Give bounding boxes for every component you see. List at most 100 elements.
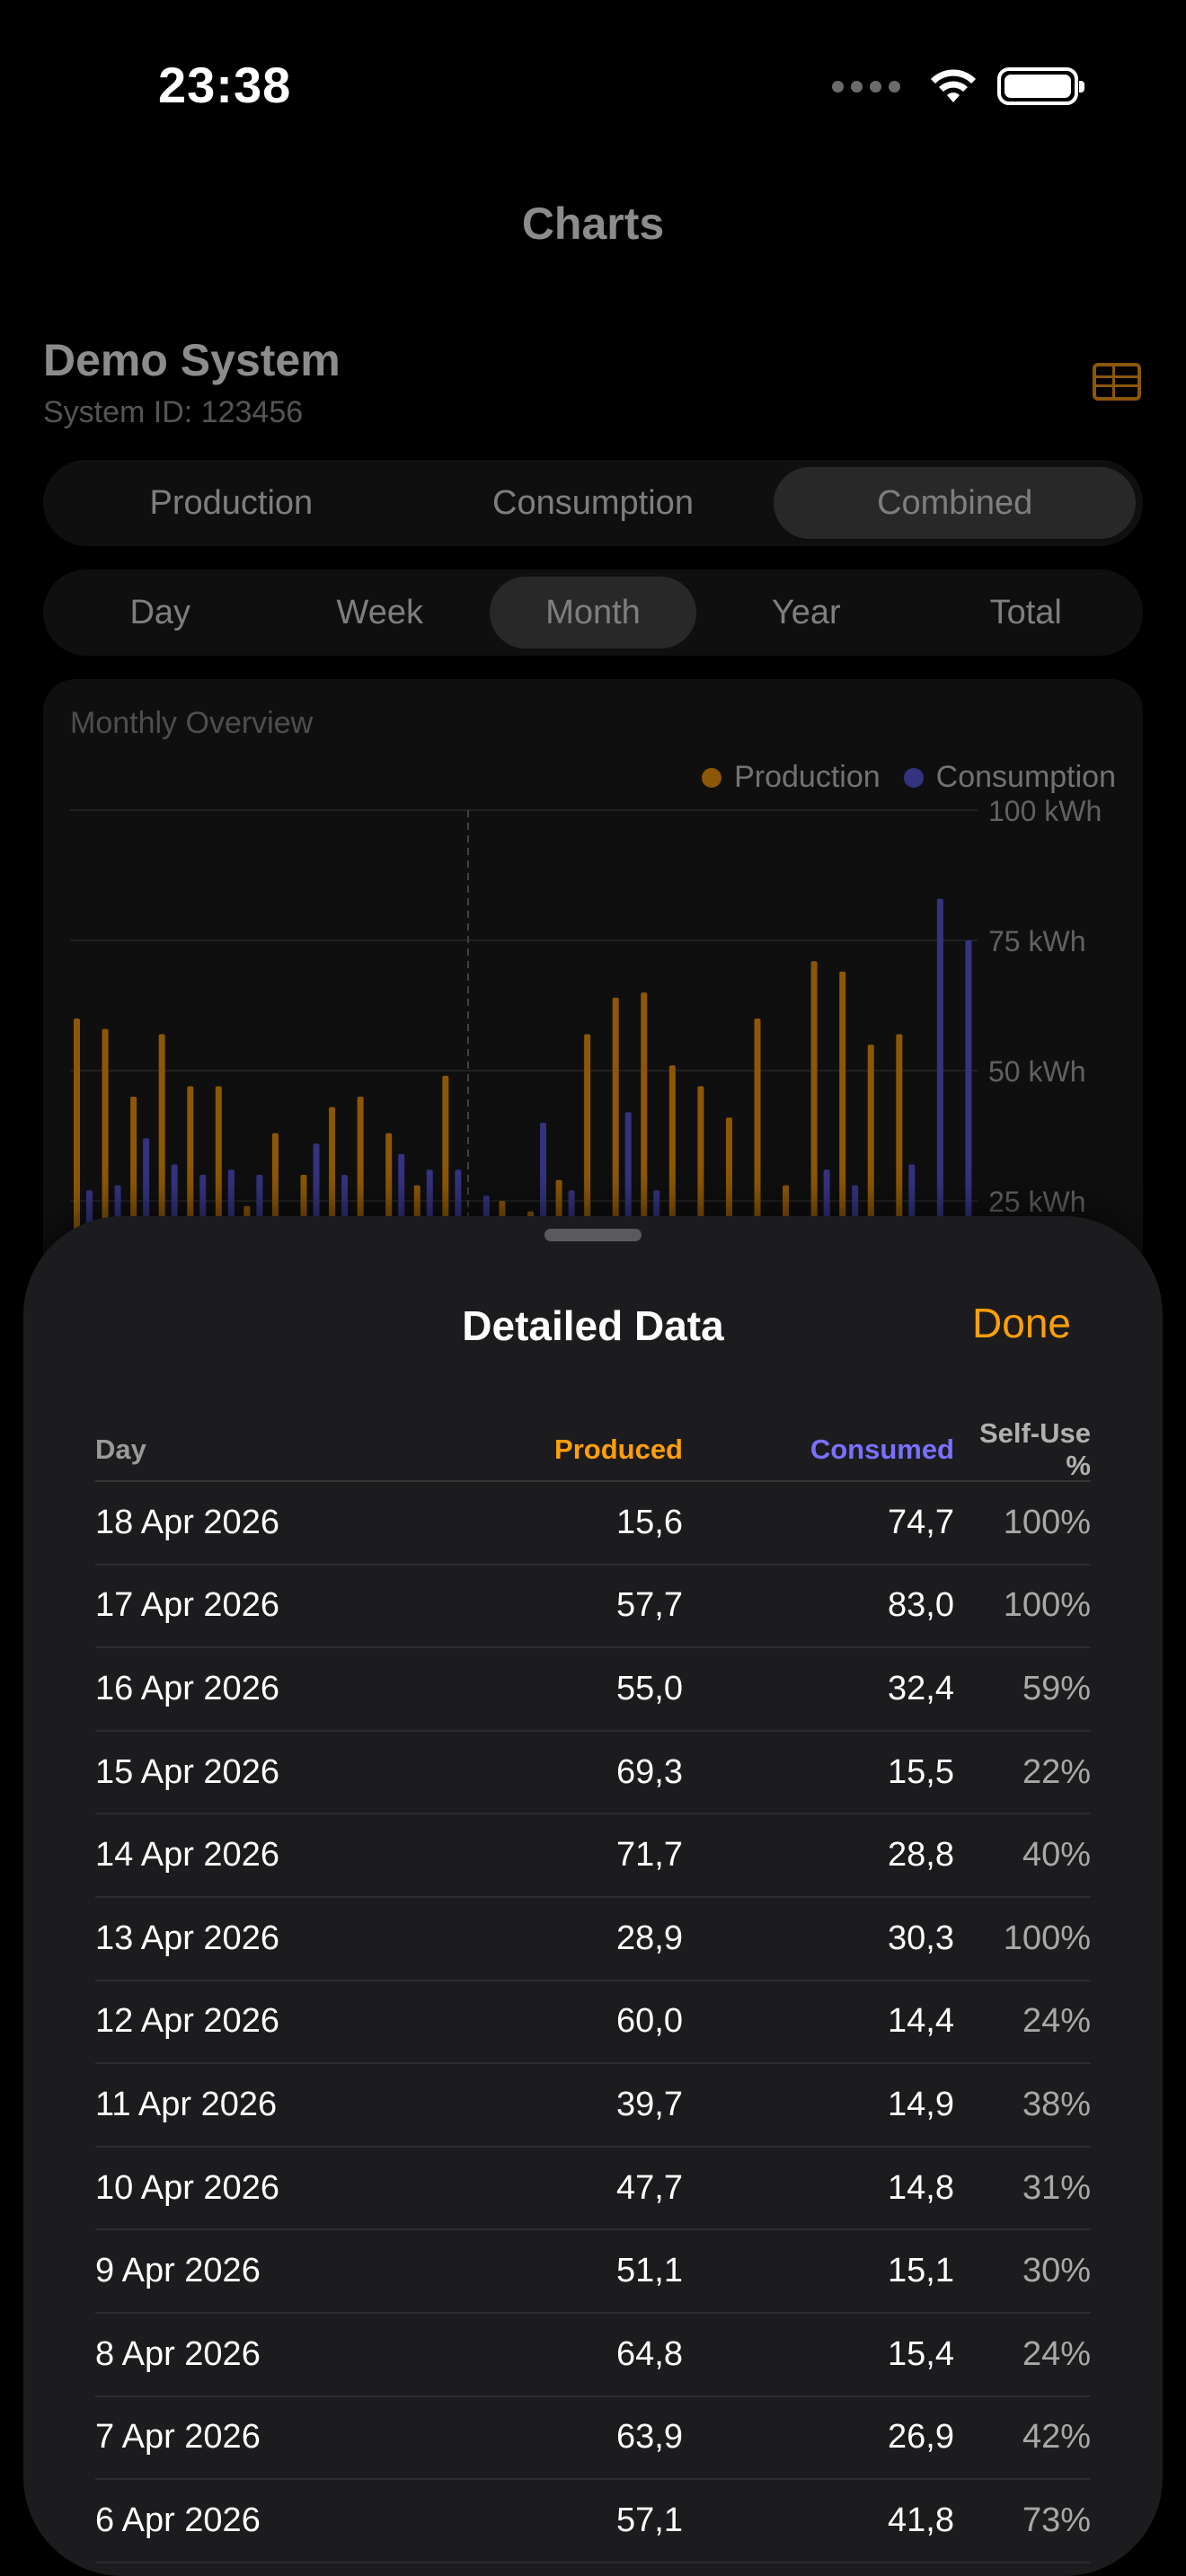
period-segmented-control: Day Week Month Year Total [43, 569, 1143, 656]
tab-total[interactable]: Total [989, 593, 1062, 631]
table-row[interactable]: 9 Apr 2026 51,1 15,1 30% [95, 2230, 1091, 2314]
chart-title: Monthly Overview [70, 706, 314, 740]
row-consumed: 30,3 [888, 1919, 954, 1957]
row-produced: 69,3 [616, 1752, 683, 1791]
table-row[interactable]: 11 Apr 2026 39,7 14,9 38% [95, 2064, 1091, 2148]
row-consumed: 14,8 [888, 2168, 954, 2207]
row-produced: 63,9 [616, 2418, 683, 2457]
system-name: Demo System [43, 335, 341, 385]
detailed-data-sheet: Detailed Data Done Day Produced Consumed… [23, 1216, 1163, 2576]
row-day: 13 Apr 2026 [95, 1919, 279, 1957]
done-button[interactable]: Done [972, 1300, 1071, 1346]
tab-production[interactable]: Production [149, 483, 314, 522]
header-self-use: Self-Use % [978, 1417, 1091, 1481]
row-consumed: 83,0 [888, 1586, 954, 1625]
data-table: Day Produced Consumed Self-Use % 18 Apr … [95, 1417, 1091, 2563]
tab-day[interactable]: Day [129, 593, 191, 631]
row-self-use: 100% [1003, 1919, 1091, 1957]
tab-week[interactable]: Week [336, 593, 423, 631]
row-produced: 47,7 [616, 2168, 683, 2207]
row-consumed: 14,9 [888, 2085, 954, 2123]
row-produced: 15,6 [616, 1503, 683, 1541]
production-dot-icon [702, 767, 722, 788]
row-day: 15 Apr 2026 [95, 1752, 279, 1791]
row-produced: 51,1 [616, 2252, 683, 2290]
table-row[interactable]: 15 Apr 2026 69,3 15,5 22% [95, 1732, 1091, 1815]
row-self-use: 24% [1022, 2334, 1091, 2373]
row-day: 17 Apr 2026 [95, 1586, 279, 1625]
row-consumed: 74,7 [888, 1503, 954, 1541]
row-day: 11 Apr 2026 [95, 2085, 278, 2123]
consumption-dot-icon [903, 767, 924, 788]
tab-consumption[interactable]: Consumption [492, 483, 694, 522]
row-day: 14 Apr 2026 [95, 1836, 279, 1875]
sheet-grabber[interactable] [544, 1229, 642, 1241]
row-self-use: 30% [1022, 2252, 1091, 2290]
status-time: 23:38 [158, 57, 292, 113]
type-segmented-control: Production Consumption Combined [43, 460, 1143, 546]
tab-combined[interactable]: Combined [774, 467, 1137, 539]
row-consumed: 15,4 [888, 2334, 954, 2373]
table-row[interactable]: 13 Apr 2026 28,9 30,3 100% [95, 1898, 1091, 1981]
row-consumed: 15,1 [888, 2252, 954, 2290]
row-day: 10 Apr 2026 [95, 2168, 279, 2207]
row-self-use: 38% [1022, 2085, 1091, 2123]
row-produced: 39,7 [616, 2085, 683, 2123]
table-header: Day Produced Consumed Self-Use % [95, 1417, 1091, 1482]
table-view-icon[interactable] [1093, 363, 1141, 401]
tab-month[interactable]: Month [490, 577, 696, 648]
row-consumed: 28,8 [888, 1836, 954, 1875]
row-self-use: 31% [1022, 2168, 1091, 2207]
row-consumed: 26,9 [888, 2418, 954, 2457]
table-row[interactable]: 7 Apr 2026 63,9 26,9 42% [95, 2397, 1091, 2481]
system-id: System ID: 123456 [43, 395, 304, 429]
header-consumed: Consumed [810, 1434, 954, 1465]
sheet-title: Detailed Data [462, 1302, 724, 1349]
table-row[interactable]: 16 Apr 2026 55,0 32,4 59% [95, 1648, 1091, 1732]
y-tick-label: 50 kWh [988, 1055, 1085, 1088]
status-icons [832, 66, 1084, 106]
row-self-use: 59% [1022, 1669, 1091, 1707]
row-consumed: 32,4 [888, 1669, 954, 1707]
signal-dots-icon [832, 80, 900, 93]
table-body: 18 Apr 2026 15,6 74,7 100% 17 Apr 2026 57,7 83… [95, 1482, 1091, 2563]
table-row[interactable]: 18 Apr 2026 15,6 74,7 100% [95, 1482, 1091, 1566]
legend-consumption: Consumption [903, 760, 1116, 795]
table-row[interactable]: 6 Apr 2026 57,1 41,8 73% [95, 2480, 1091, 2563]
row-day: 6 Apr 2026 [95, 2501, 261, 2539]
row-produced: 64,8 [616, 2334, 683, 2373]
table-row[interactable]: 10 Apr 2026 47,7 14,8 31% [95, 2148, 1091, 2231]
row-self-use: 40% [1022, 1836, 1091, 1875]
row-day: 7 Apr 2026 [95, 2418, 261, 2457]
row-produced: 57,1 [616, 2501, 683, 2539]
row-consumed: 14,4 [888, 2002, 954, 2041]
y-tick-label: 100 kWh [988, 795, 1102, 827]
legend-production: Production [702, 760, 881, 795]
row-self-use: 42% [1022, 2418, 1091, 2457]
row-produced: 28,9 [616, 1919, 683, 1957]
row-day: 8 Apr 2026 [95, 2334, 261, 2373]
wifi-icon [931, 69, 976, 102]
tab-year[interactable]: Year [771, 593, 841, 631]
legend-consumption-label: Consumption [935, 760, 1116, 794]
header-produced: Produced [554, 1434, 683, 1465]
y-tick-label: 25 kWh [988, 1186, 1085, 1218]
chart-legend: Production Consumption [702, 760, 1116, 795]
table-row[interactable]: 8 Apr 2026 64,8 15,4 24% [95, 2314, 1091, 2397]
row-consumed: 41,8 [888, 2501, 954, 2539]
legend-production-label: Production [734, 760, 881, 794]
table-row[interactable]: 17 Apr 2026 57,7 83,0 100% [95, 1566, 1091, 1649]
battery-icon [997, 67, 1084, 105]
row-day: 9 Apr 2026 [95, 2252, 261, 2290]
row-self-use: 100% [1003, 1586, 1091, 1625]
row-consumed: 15,5 [888, 1752, 954, 1791]
row-produced: 55,0 [616, 1669, 683, 1707]
table-row[interactable]: 12 Apr 2026 60,0 14,4 24% [95, 1981, 1091, 2065]
row-produced: 57,7 [616, 1586, 683, 1625]
nav-title: Charts [521, 198, 665, 249]
table-row[interactable]: 14 Apr 2026 71,7 28,8 40% [95, 1814, 1091, 1898]
row-self-use: 22% [1022, 1752, 1091, 1791]
row-day: 12 Apr 2026 [95, 2002, 279, 2041]
row-day: 16 Apr 2026 [95, 1669, 279, 1707]
y-tick-label: 75 kWh [988, 925, 1085, 957]
